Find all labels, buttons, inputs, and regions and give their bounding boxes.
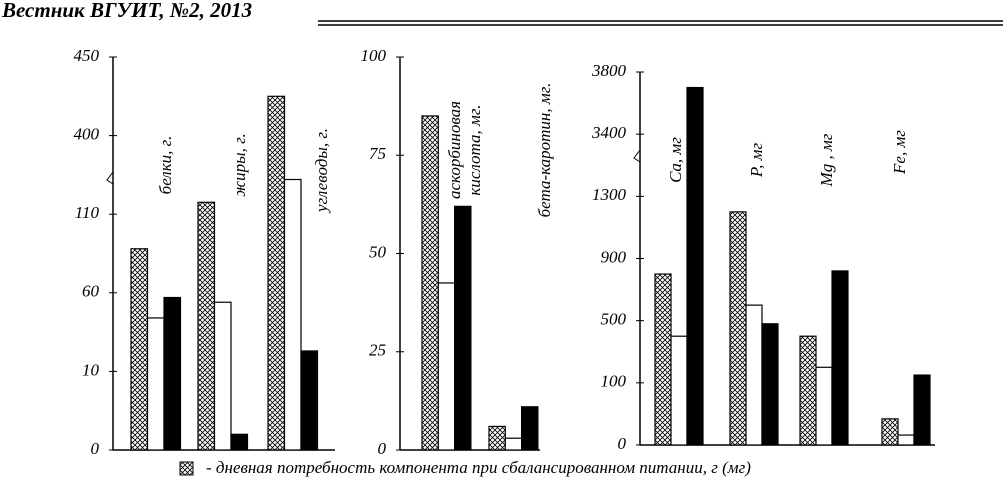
y-tick-label: 50 <box>369 242 387 261</box>
y-tick-label: 75 <box>369 144 386 163</box>
y-tick-label: 400 <box>74 125 100 144</box>
bar <box>146 317 165 451</box>
bar <box>815 366 833 446</box>
category-label: Mg , мг <box>817 133 836 187</box>
y-tick-label: 0 <box>618 434 627 453</box>
axis-break <box>106 171 114 185</box>
category-label: углеводы, г. <box>312 127 331 213</box>
category-label: аскорбиновая кислота, мг. <box>445 101 484 199</box>
bar <box>163 296 182 451</box>
bar <box>267 95 286 451</box>
bar <box>300 350 319 451</box>
category-label: P, мг <box>747 142 766 178</box>
bar <box>421 115 439 451</box>
bar <box>504 437 523 451</box>
legend-swatch <box>179 461 194 476</box>
category-label: Fe, мг <box>890 130 909 174</box>
category-label: Ca, мг <box>666 137 685 183</box>
category-label: жиры, г. <box>230 133 249 197</box>
bar <box>654 273 672 446</box>
bar <box>454 205 472 451</box>
bar <box>897 434 915 446</box>
bar <box>437 282 456 451</box>
bar <box>729 211 747 446</box>
bar <box>488 425 506 451</box>
category-label: бета-каротин, мг. <box>535 82 554 218</box>
y-tick-label: 500 <box>601 310 627 329</box>
y-tick-label: 110 <box>75 203 100 222</box>
bar <box>213 301 232 451</box>
y-tick-label: 450 <box>74 46 100 65</box>
y-tick-label: 0 <box>378 439 387 458</box>
bar <box>799 335 817 446</box>
journal-title: Вестник ВГУИТ, №2, 2013 <box>1 0 252 22</box>
y-tick-label: 25 <box>369 341 386 360</box>
y-tick-label: 900 <box>601 247 627 266</box>
bar <box>283 178 302 451</box>
bar <box>670 335 688 446</box>
bar <box>520 406 539 451</box>
y-tick-label: 10 <box>82 360 100 379</box>
bar <box>230 433 249 451</box>
category-label: белки, г. <box>156 135 175 195</box>
bar <box>831 270 849 446</box>
bar <box>745 304 763 446</box>
bar <box>130 248 149 451</box>
bar <box>686 86 704 446</box>
bar <box>881 418 899 446</box>
legend-label: - дневная потребность компонента при сба… <box>206 458 751 477</box>
y-tick-label: 3800 <box>591 61 627 80</box>
y-tick-label: 60 <box>82 282 100 301</box>
bar <box>913 374 931 446</box>
y-tick-label: 0 <box>91 439 100 458</box>
bar <box>761 323 779 446</box>
y-tick-label: 3400 <box>591 123 627 142</box>
y-tick-label: 100 <box>601 372 627 391</box>
bar <box>197 201 216 451</box>
y-tick-label: 100 <box>361 46 387 65</box>
y-tick-label: 1300 <box>592 185 627 204</box>
axis-break <box>633 149 641 163</box>
